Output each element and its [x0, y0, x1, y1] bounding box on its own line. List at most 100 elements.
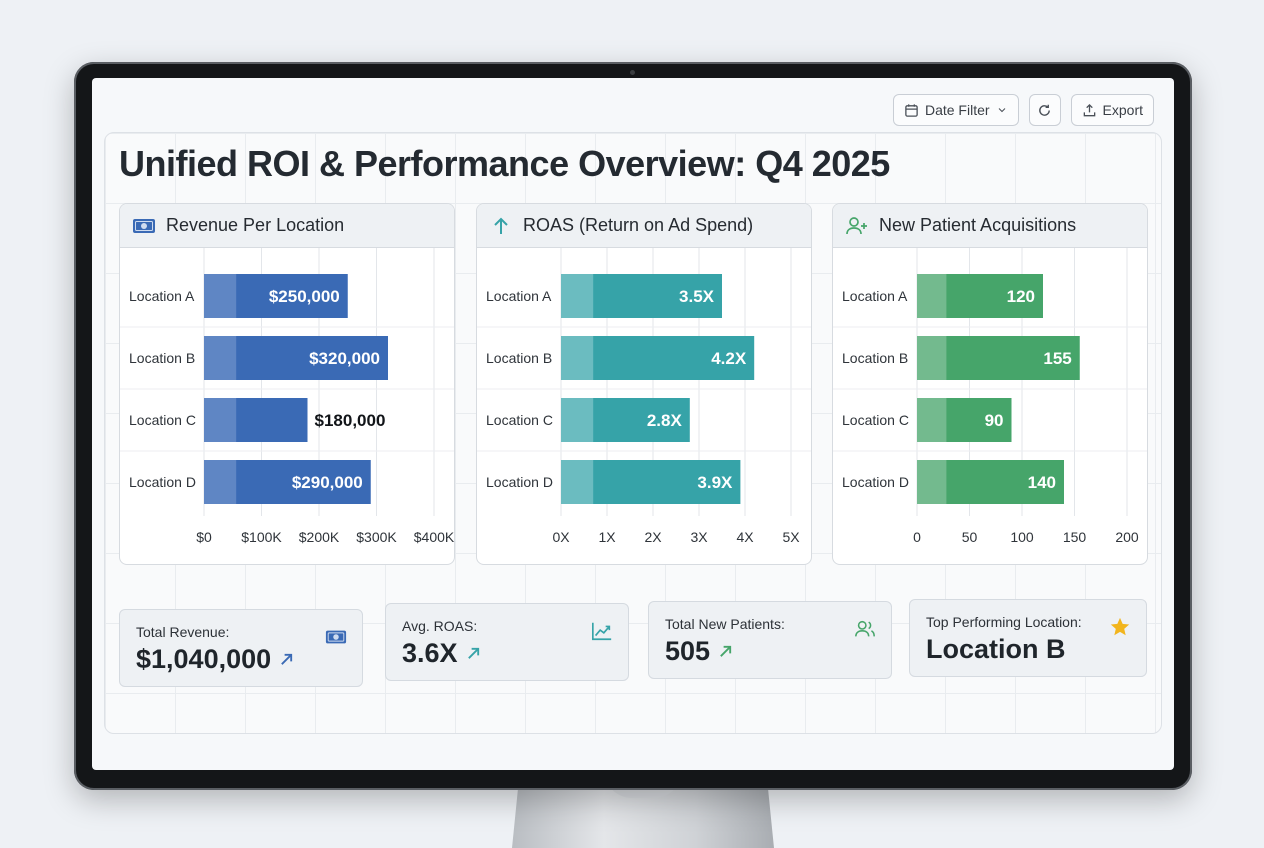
category-label: Location C — [486, 412, 553, 428]
patients-chart-title: New Patient Acquisitions — [879, 215, 1077, 235]
kpi-total-new-patients: Total New Patients: 505 — [648, 601, 892, 679]
data-label: 2.8X — [647, 411, 683, 430]
bar — [917, 460, 1064, 504]
x-tick-label: 50 — [962, 529, 978, 545]
kpi-avg-roas: Avg. ROAS: 3.6X — [385, 603, 629, 681]
kpi-value-text: 3.6X — [402, 638, 458, 668]
kpi-label: Total New Patients: — [665, 616, 785, 632]
bar — [204, 460, 371, 504]
screen: Date Filter Export Unified ROI & Perform… — [92, 78, 1174, 770]
category-label: Location A — [486, 288, 552, 304]
x-tick-label: 200 — [1115, 529, 1139, 545]
patients-chart-header: New Patient Acquisitions — [833, 204, 1147, 248]
kpi-value: $1,040,000 — [136, 644, 346, 675]
bar-highlight — [917, 398, 947, 442]
roas-chart: 0X 1X 2X 3X 4X 5X Location A 3.5X Location B 4.2X… — [477, 248, 811, 545]
category-label: Location C — [842, 412, 909, 428]
chevron-down-icon — [998, 108, 1005, 113]
data-label: 140 — [1028, 473, 1056, 492]
bar — [917, 336, 1080, 380]
category-label: Location D — [842, 474, 909, 490]
bar-highlight — [561, 336, 594, 380]
data-label: $320,000 — [309, 349, 380, 368]
x-tick-label: 0 — [913, 529, 921, 545]
kpi-value-text: 505 — [665, 636, 711, 666]
roas-chart-title: ROAS (Return on Ad Spend) — [523, 215, 754, 235]
bar-highlight — [561, 460, 594, 504]
kpi-value-text: $1,040,000 — [136, 644, 272, 674]
bar-highlight — [204, 460, 237, 504]
category-label: Location A — [842, 288, 908, 304]
kpi-value-text: Location B — [926, 634, 1066, 664]
bar — [917, 398, 1012, 442]
revenue-chart-title: Revenue Per Location — [166, 215, 345, 235]
category-label: Location C — [129, 412, 196, 428]
star-icon — [1110, 617, 1130, 636]
category-label: Location B — [842, 350, 908, 366]
x-tick-label: 4X — [736, 529, 754, 545]
x-tick-label: $300K — [356, 529, 397, 545]
revenue-chart-card: Revenue Per Location $0 $100K $200K $300K $4… — [119, 203, 455, 565]
x-tick-label: 5X — [782, 529, 800, 545]
bar-highlight — [917, 460, 947, 504]
category-label: Location D — [129, 474, 196, 490]
x-tick-label: 2X — [644, 529, 662, 545]
x-tick-label: 3X — [690, 529, 708, 545]
arrow-up-right-icon — [467, 647, 479, 659]
data-label: 155 — [1043, 349, 1071, 368]
kpi-label: Top Performing Location: — [926, 614, 1082, 630]
add-users-icon — [846, 216, 867, 234]
kpi-value: 3.6X — [402, 638, 612, 669]
refresh-button[interactable] — [1028, 94, 1061, 126]
data-label: 4.2X — [711, 349, 747, 368]
category-label: Location B — [129, 350, 195, 366]
trend-up-icon — [592, 622, 612, 641]
date-filter-label: Date Filter — [924, 102, 990, 118]
calendar-icon — [905, 103, 918, 117]
arrow-up-icon — [494, 217, 508, 234]
data-label: $290,000 — [292, 473, 363, 492]
bar-fill — [561, 336, 755, 380]
revenue-chart: $0 $100K $200K $300K $400K Location A $250,000… — [120, 248, 455, 545]
bar-highlight — [204, 336, 237, 380]
camera — [630, 70, 635, 75]
category-label: Location B — [486, 350, 552, 366]
bar — [561, 398, 690, 442]
toolbar: Date Filter Export — [892, 94, 1154, 126]
category-label: Location A — [129, 288, 195, 304]
bar — [561, 274, 722, 318]
bar — [204, 336, 388, 380]
users-icon — [855, 620, 875, 637]
data-label: 3.5X — [679, 287, 715, 306]
arrow-up-right-icon — [281, 653, 293, 665]
export-button[interactable]: Export — [1070, 94, 1154, 126]
x-tick-label: $200K — [299, 529, 340, 545]
bar — [561, 336, 755, 380]
refresh-icon — [1039, 104, 1050, 116]
x-tick-label: 1X — [598, 529, 616, 545]
x-tick-label: 150 — [1063, 529, 1087, 545]
bar-highlight — [204, 274, 237, 318]
dashboard-panel: Unified ROI & Performance Overview: Q4 2… — [104, 132, 1162, 734]
x-tick-label: $400K — [414, 529, 455, 545]
data-label: 120 — [1007, 287, 1035, 306]
upload-icon — [1083, 103, 1095, 116]
x-tick-label: $0 — [196, 529, 212, 545]
kpi-label: Avg. ROAS: — [402, 618, 478, 634]
export-label: Export — [1102, 102, 1143, 118]
bar — [561, 460, 741, 504]
bar-highlight — [204, 398, 237, 442]
bar-highlight — [917, 336, 947, 380]
kpi-label: Total Revenue: — [136, 624, 230, 640]
date-filter-button[interactable]: Date Filter — [892, 94, 1019, 126]
money-icon — [325, 630, 347, 644]
bar — [204, 274, 348, 318]
bar — [204, 398, 308, 442]
patients-chart-card: New Patient Acquisitions 0 50 100 150 200 Loc… — [832, 203, 1148, 565]
category-label: Location D — [486, 474, 553, 490]
kpi-top-location: Top Performing Location: Location B — [909, 599, 1147, 677]
data-label: 90 — [985, 411, 1004, 430]
data-label: $180,000 — [315, 411, 386, 430]
bar-highlight — [917, 274, 947, 318]
roas-chart-card: ROAS (Return on Ad Spend) 0X 1X 2X 3X 4X 5X Lo… — [476, 203, 812, 565]
